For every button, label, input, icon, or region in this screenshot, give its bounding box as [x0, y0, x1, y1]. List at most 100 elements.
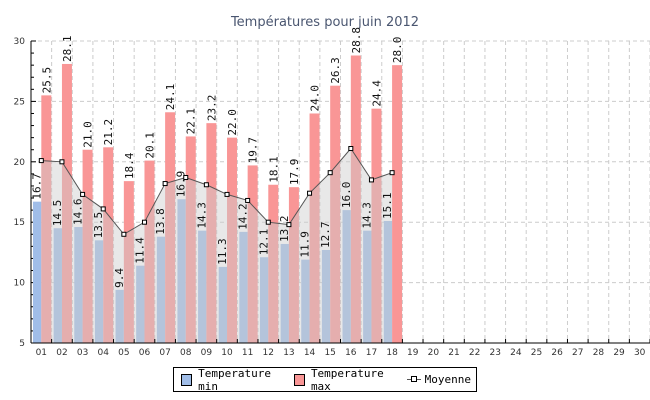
data-label-max: 28.1 — [61, 35, 74, 62]
x-tick-label: 06 — [139, 348, 151, 358]
data-label-max: 19.7 — [247, 137, 260, 164]
y-tick-label: 5 — [19, 339, 25, 349]
x-tick-label: 17 — [366, 348, 377, 358]
x-tick-label: 19 — [407, 348, 419, 358]
moyenne-point — [389, 170, 395, 176]
data-label-max: 24.4 — [370, 80, 383, 107]
data-label-max: 18.1 — [267, 156, 280, 183]
x-tick-label: 04 — [97, 348, 109, 358]
data-label-max: 23.2 — [205, 95, 218, 122]
legend-label-max: Temperature max — [310, 366, 384, 393]
x-tick-label: 15 — [324, 348, 335, 358]
moyenne-point — [141, 219, 147, 225]
data-label-max: 24.0 — [309, 85, 322, 112]
bar-min — [321, 249, 331, 343]
data-label-min: 12.7 — [319, 221, 332, 248]
legend-item-moyenne: Moyenne — [406, 373, 471, 386]
moyenne-line — [41, 147, 393, 235]
data-label-max: 17.9 — [288, 159, 301, 186]
bar-max — [61, 63, 72, 344]
legend-item-max: Temperature max — [293, 366, 402, 393]
y-tick-label: 10 — [14, 279, 26, 289]
moyenne-point — [224, 191, 230, 197]
data-label-max: 28.8 — [350, 27, 363, 54]
moyenne-point — [121, 231, 127, 237]
bar-max — [350, 55, 361, 343]
x-tick-label: 20 — [428, 348, 440, 358]
x-tick-label: 12 — [263, 348, 274, 358]
bar-min — [156, 236, 166, 343]
bar-min — [74, 227, 83, 343]
data-label-max: 22.1 — [185, 108, 198, 135]
moyenne-point — [327, 170, 333, 176]
x-tick-label: 14 — [304, 348, 316, 358]
bar-max — [371, 108, 382, 343]
bar-max — [227, 137, 238, 343]
bar-max — [268, 184, 279, 343]
moyenne-point — [203, 182, 209, 188]
bar-min — [115, 289, 124, 343]
bar-min — [218, 266, 228, 343]
data-label-min: 12.1 — [257, 229, 270, 256]
data-label-min: 13.5 — [92, 212, 105, 239]
data-label-min: 11.9 — [299, 231, 312, 258]
data-label-min: 15.1 — [381, 192, 394, 219]
x-tick-label: 27 — [572, 348, 583, 358]
data-label-min: 9.4 — [113, 268, 126, 288]
bar-min — [33, 201, 42, 343]
bar-min — [198, 230, 207, 343]
data-label-min: 16.7 — [30, 173, 43, 200]
bar-max — [185, 136, 196, 343]
bar-max — [123, 181, 134, 343]
x-tick-label: 29 — [613, 348, 625, 358]
x-tick-label: 05 — [118, 348, 129, 358]
bar-max — [309, 113, 320, 343]
x-tick-label: 11 — [242, 348, 253, 358]
bar-max — [206, 123, 217, 343]
data-label-min: 11.4 — [133, 237, 146, 264]
x-tick-label: 25 — [531, 348, 542, 358]
data-label-max: 20.1 — [143, 132, 156, 159]
data-label-min: 13.8 — [154, 208, 167, 235]
y-tick-label: 30 — [14, 37, 26, 47]
y-tick-label: 20 — [14, 158, 26, 168]
bar-max — [82, 149, 93, 343]
bar-max — [288, 187, 299, 343]
data-label-min: 16.0 — [340, 182, 353, 209]
x-tick-label: 09 — [201, 348, 213, 358]
data-label-min: 14.3 — [195, 202, 208, 229]
x-tick-label: 18 — [386, 348, 398, 358]
data-label-max: 28.0 — [391, 37, 404, 64]
data-label-max: 18.4 — [123, 152, 136, 179]
bar-max — [165, 112, 176, 343]
moyenne-point — [245, 197, 251, 203]
bar-min — [53, 228, 62, 343]
bar-min — [301, 259, 310, 343]
x-tick-label: 10 — [221, 348, 233, 358]
x-tick-label: 13 — [283, 348, 294, 358]
legend-swatch-min — [181, 373, 193, 386]
moyenne-point — [307, 190, 313, 196]
moyenne-point — [286, 222, 292, 228]
x-tick-label: 26 — [551, 348, 563, 358]
bar-min — [94, 240, 104, 343]
moyenne-point — [348, 146, 354, 152]
bar-min — [259, 257, 269, 343]
bar-min — [280, 243, 289, 343]
bar-min — [177, 199, 186, 343]
legend-label-min: Temperature min — [198, 366, 271, 393]
x-tick-label: 08 — [180, 348, 192, 358]
x-tick-label: 01 — [36, 348, 47, 358]
x-tick-label: 02 — [56, 348, 67, 358]
x-tick-label: 21 — [448, 348, 459, 358]
legend-item-min: Temperature min — [181, 367, 289, 393]
data-label-min: 14.2 — [237, 203, 250, 230]
moyenne-point — [59, 159, 65, 165]
bar-max — [247, 165, 258, 343]
x-tick-label: 22 — [469, 348, 480, 358]
bar-max — [41, 95, 52, 343]
moyenne-area — [41, 148, 393, 343]
bar-min — [342, 210, 351, 343]
x-tick-label: 30 — [634, 348, 646, 358]
